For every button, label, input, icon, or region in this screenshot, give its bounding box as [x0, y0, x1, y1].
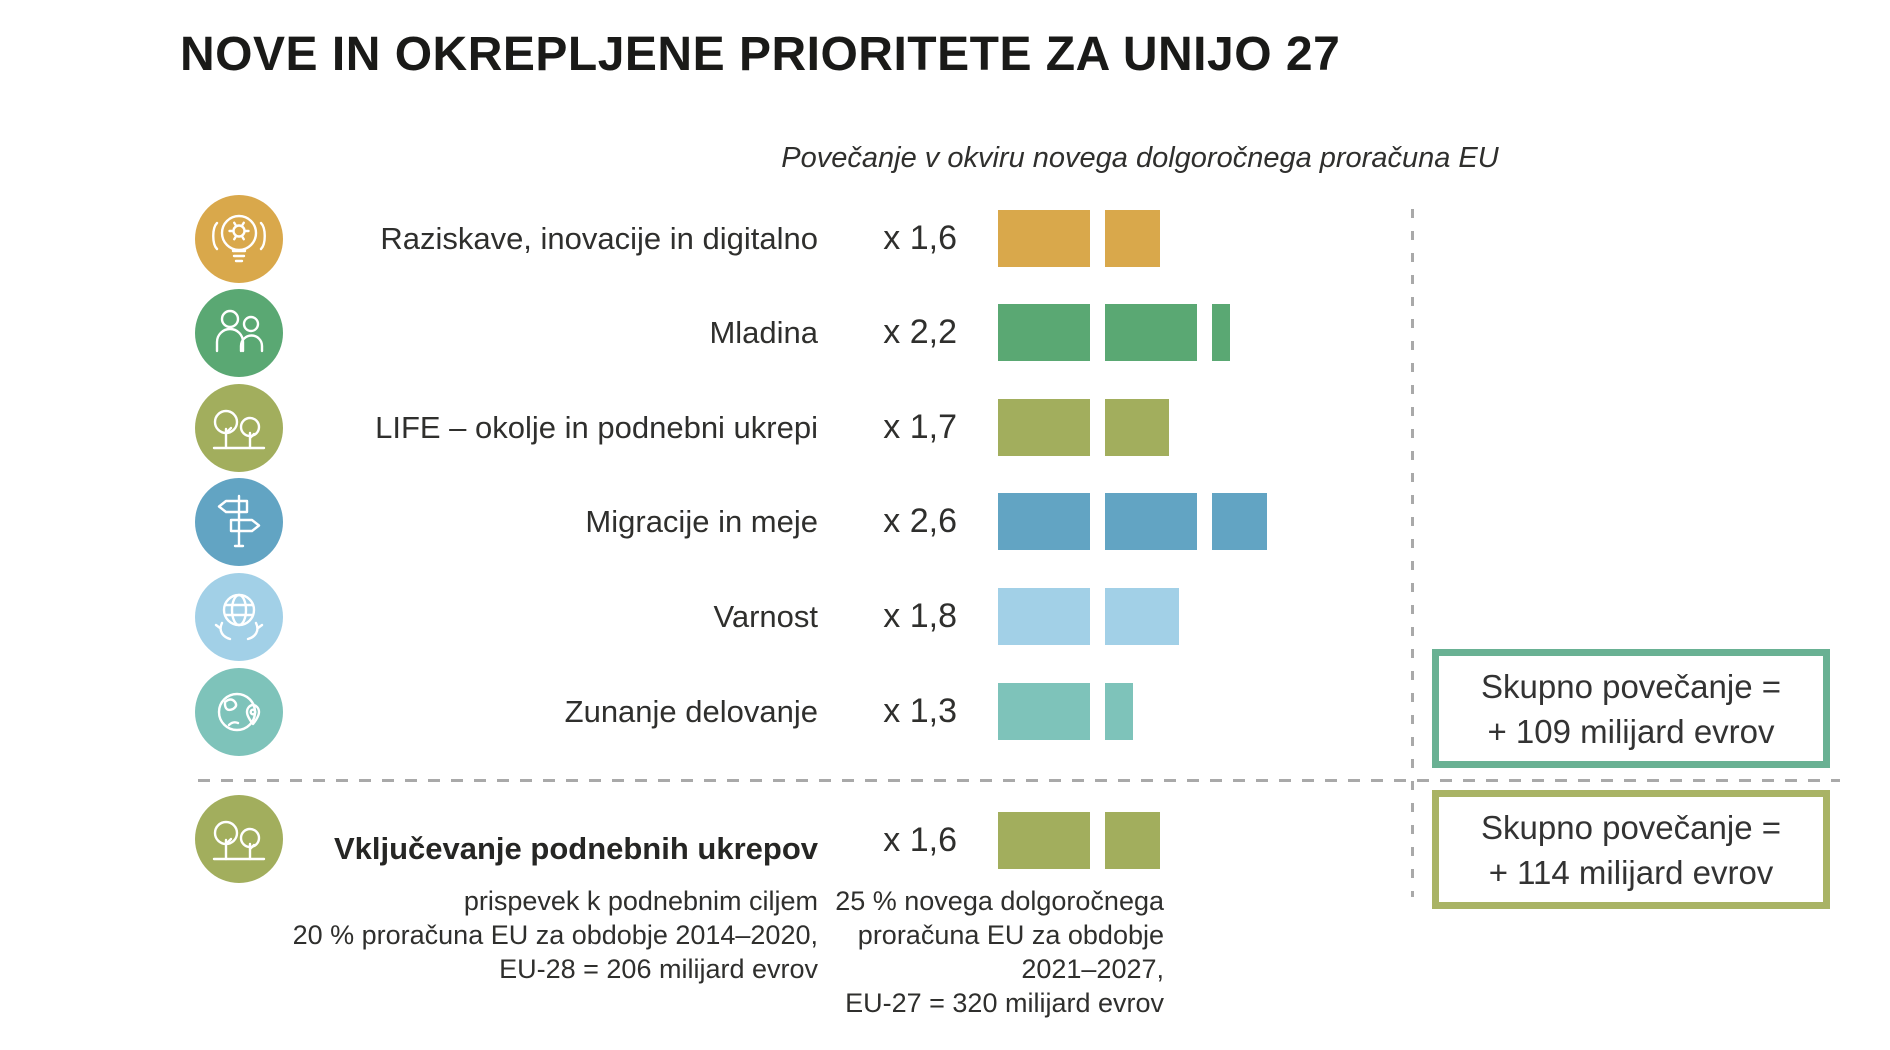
priority-row-migration: Migracije in meje x 2,6: [0, 478, 1890, 566]
vertical-dashed-separator: [1411, 209, 1414, 897]
row-multiplier: x 2,2: [883, 313, 957, 351]
priority-row-life: LIFE – okolje in podnebni ukrepi x 1,7: [0, 384, 1890, 472]
climate-row-multiplier: x 1,6: [883, 821, 957, 859]
bar-segment: [998, 304, 1090, 361]
total-increase-box-climate: Skupno povečanje = + 114 milijard evrov: [1432, 790, 1830, 909]
multiplier-bars: [998, 210, 1160, 267]
row-multiplier: x 2,6: [883, 502, 957, 540]
row-label: Zunanje delovanje: [564, 693, 818, 729]
globe-pin-icon: [195, 668, 283, 756]
multiplier-bars: [998, 304, 1230, 361]
row-label: Varnost: [713, 598, 818, 634]
signpost-icon: [195, 478, 283, 566]
chart-subtitle: Povečanje v okviru novega dolgoročnega p…: [781, 142, 1499, 174]
row-label: Migracije in meje: [585, 503, 818, 539]
lightbulb-gear-icon: [195, 195, 283, 283]
bar-segment-partial: [1105, 683, 1133, 740]
multiplier-bars: [998, 493, 1267, 550]
total-increase-box-priorities: Skupno povečanje = + 109 milijard evrov: [1432, 649, 1830, 768]
bar-segment: [1105, 493, 1197, 550]
climate-row-label: Vključevanje podnebnih ukrepov: [333, 830, 818, 866]
row-multiplier: x 1,8: [883, 597, 957, 635]
horizontal-dashed-separator: [198, 779, 1840, 782]
total-line-2: + 109 milijard evrov: [1487, 712, 1775, 750]
row-multiplier: x 1,6: [883, 219, 957, 257]
multiplier-bars: [998, 683, 1133, 740]
note-line: EU-28 = 206 milijard evrov: [499, 954, 818, 984]
trees-icon: [195, 384, 283, 472]
note-line: prispevek k podnebnim ciljem: [463, 886, 818, 916]
bar-segment: [998, 683, 1090, 740]
climate-row: Vključevanje podnebnih ukrepov x 1,6: [0, 795, 1890, 883]
total-line-2: + 114 milijard evrov: [1488, 853, 1774, 891]
bar-segment: [998, 812, 1090, 869]
row-multiplier: x 1,3: [883, 692, 957, 730]
bar-segment-partial: [1212, 304, 1230, 361]
note-line: EU-27 = 320 milijard evrov: [845, 988, 1164, 1018]
globe-hands-icon: [195, 573, 283, 661]
bar-segment: [998, 588, 1090, 645]
priority-row-research: Raziskave, inovacije in digitalno x 1,6: [0, 195, 1890, 283]
bar-segment-partial: [1105, 210, 1160, 267]
bar-segment: [1105, 304, 1197, 361]
note-line: 2021–2027,: [1021, 954, 1164, 984]
row-label: LIFE – okolje in podnebni ukrepi: [375, 409, 818, 445]
row-label: Mladina: [709, 314, 818, 350]
bar-segment-partial: [1105, 588, 1179, 645]
note-line: proračuna EU za obdobje: [857, 920, 1164, 950]
priority-row-security: Varnost x 1,8: [0, 573, 1890, 661]
priority-row-youth: Mladina x 2,2: [0, 289, 1890, 377]
bar-segment: [998, 210, 1090, 267]
multiplier-bars: [998, 588, 1179, 645]
bar-segment-partial: [1105, 812, 1160, 869]
bar-segment: [998, 493, 1090, 550]
note-line: 25 % novega dolgoročnega: [835, 886, 1164, 916]
people-icon: [195, 289, 283, 377]
row-label: Raziskave, inovacije in digitalno: [380, 220, 818, 256]
climate-left-note: prispevek k podnebnim ciljem 20 % prorač…: [293, 884, 818, 986]
bar-segment: [998, 399, 1090, 456]
multiplier-bars: [998, 812, 1160, 869]
page-title: NOVE IN OKREPLJENE PRIORITETE ZA UNIJO 2…: [180, 28, 1341, 81]
priority-row-external: Zunanje delovanje x 1,3: [0, 668, 1890, 756]
total-line-1: Skupno povečanje =: [1481, 667, 1781, 705]
bar-segment-partial: [1105, 399, 1169, 456]
climate-right-note: 25 % novega dolgoročnega proračuna EU za…: [835, 884, 1164, 1020]
note-line: 20 % proračuna EU za obdobje 2014–2020,: [292, 920, 818, 950]
bar-segment-partial: [1212, 493, 1267, 550]
total-line-1: Skupno povečanje =: [1481, 808, 1781, 846]
multiplier-bars: [998, 399, 1169, 456]
trees-icon: [195, 795, 283, 883]
row-multiplier: x 1,7: [883, 408, 957, 446]
